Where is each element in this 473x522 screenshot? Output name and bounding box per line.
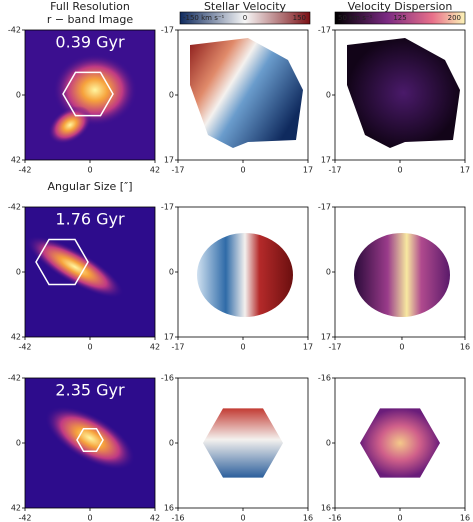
- aperture: [76, 427, 104, 453]
- y-tick-label: 42: [11, 504, 21, 513]
- x-tick-label: 0: [399, 343, 404, 352]
- x-tick-label: -42: [18, 514, 31, 522]
- colorbar-tick-label: 150: [293, 14, 306, 22]
- y-tick-label: -16: [318, 374, 331, 383]
- colorbar: [334, 11, 466, 25]
- x-tick-label: 42: [150, 514, 160, 522]
- y-tick-label: 0: [16, 439, 21, 448]
- x-tick-label: 17: [460, 166, 470, 175]
- image-title: Full Resolution: [50, 0, 130, 13]
- y-tick-label: 0: [16, 268, 21, 277]
- y-tick-label: -17: [318, 203, 331, 212]
- y-tick-label: 0: [326, 91, 331, 100]
- axis-label: Angular Size [″]: [47, 180, 132, 193]
- colorbar-label: -150 km s⁻¹: [183, 14, 225, 22]
- x-tick-label: 0: [87, 166, 92, 175]
- y-tick-label: -17: [161, 203, 174, 212]
- velocity-map: [197, 233, 293, 317]
- x-tick-label: 0: [87, 514, 92, 522]
- galaxy: [45, 406, 135, 470]
- x-tick-label: 0: [240, 514, 245, 522]
- y-tick-label: 17: [164, 333, 174, 342]
- y-tick-label: 42: [11, 156, 21, 165]
- age-label: 1.76 Gyr: [55, 210, 125, 229]
- colorbar-tick-label: 0: [243, 14, 247, 22]
- y-tick-label: 17: [321, 333, 331, 342]
- x-tick-label: 16: [460, 343, 470, 352]
- image-title: r − band Image: [47, 13, 134, 26]
- x-tick-label: 42: [150, 343, 160, 352]
- y-tick-label: -42: [8, 26, 21, 35]
- x-tick-label: 16: [460, 514, 470, 522]
- aperture: [62, 71, 114, 117]
- y-tick-label: -42: [8, 374, 21, 383]
- y-tick-label: -17: [318, 26, 331, 35]
- x-tick-label: -17: [171, 166, 184, 175]
- x-tick-label: 17: [303, 166, 313, 175]
- colorbar-tick-label: 200: [448, 14, 461, 22]
- x-tick-label: -17: [171, 343, 184, 352]
- colorbar-tick-label: 125: [393, 14, 406, 22]
- dispersion-map: [347, 38, 460, 148]
- x-tick-label: 16: [303, 514, 313, 522]
- x-tick-label: -16: [171, 514, 184, 522]
- dispersion-map: [360, 408, 440, 478]
- x-tick-label: 0: [397, 514, 402, 522]
- y-tick-label: 17: [164, 156, 174, 165]
- age-label: 0.39 Gyr: [55, 33, 125, 52]
- y-tick-label: -16: [161, 374, 174, 383]
- x-tick-label: -42: [18, 343, 31, 352]
- y-tick-label: 0: [169, 439, 174, 448]
- colorbar: [179, 11, 311, 25]
- y-tick-label: 0: [16, 91, 21, 100]
- y-tick-label: 0: [326, 268, 331, 277]
- velocity-title: Stellar Velocity: [204, 0, 287, 13]
- age-label: 2.35 Gyr: [55, 381, 125, 400]
- aperture: [35, 238, 89, 286]
- x-tick-label: 0: [397, 166, 402, 175]
- x-tick-label: 0: [87, 343, 92, 352]
- x-tick-label: -17: [328, 166, 341, 175]
- colorbar-label: 50 km s⁻¹: [338, 14, 373, 22]
- y-tick-label: 16: [164, 504, 174, 513]
- velocity-map: [190, 38, 303, 148]
- x-tick-label: 0: [240, 166, 245, 175]
- dispersion-title: Velocity Dispersion: [348, 0, 453, 13]
- y-tick-label: -17: [161, 26, 174, 35]
- galaxy: [26, 236, 124, 298]
- x-tick-label: -17: [328, 343, 341, 352]
- x-tick-label: -42: [18, 166, 31, 175]
- y-tick-label: 42: [11, 333, 21, 342]
- y-tick-label: 16: [321, 504, 331, 513]
- y-tick-label: 0: [169, 268, 174, 277]
- y-tick-label: 17: [321, 156, 331, 165]
- x-tick-label: 17: [303, 343, 313, 352]
- x-tick-label: 0: [240, 343, 245, 352]
- dispersion-map: [354, 233, 450, 317]
- x-tick-label: 42: [150, 166, 160, 175]
- x-tick-label: -16: [328, 514, 341, 522]
- y-tick-label: -42: [8, 203, 21, 212]
- y-tick-label: 0: [326, 439, 331, 448]
- velocity-map: [203, 408, 283, 478]
- y-tick-label: 0: [169, 91, 174, 100]
